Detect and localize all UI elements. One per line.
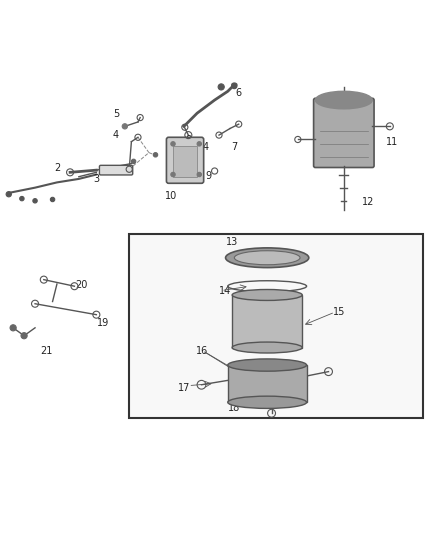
Circle shape [6, 191, 11, 197]
FancyBboxPatch shape [99, 165, 133, 175]
FancyBboxPatch shape [166, 138, 204, 183]
Text: 17: 17 [178, 383, 190, 393]
Circle shape [153, 152, 158, 157]
Bar [232, 295, 302, 348]
Text: 12: 12 [362, 197, 374, 207]
Text: 15: 15 [333, 307, 346, 317]
Bar [173, 146, 197, 177]
Text: 9: 9 [205, 171, 211, 181]
Text: 3: 3 [93, 174, 99, 184]
Text: 8: 8 [185, 135, 191, 146]
Circle shape [197, 172, 201, 177]
Circle shape [232, 84, 237, 88]
Ellipse shape [234, 251, 300, 265]
Circle shape [197, 142, 201, 146]
Ellipse shape [226, 248, 309, 268]
Circle shape [171, 172, 175, 177]
Text: 2: 2 [54, 163, 60, 173]
Text: 13: 13 [226, 237, 238, 247]
Circle shape [20, 197, 24, 201]
Circle shape [10, 325, 16, 331]
Bar [228, 365, 307, 402]
Text: 11: 11 [386, 136, 398, 147]
Circle shape [33, 199, 37, 203]
Circle shape [131, 159, 136, 164]
Text: 20: 20 [75, 280, 87, 290]
Text: 18: 18 [228, 402, 240, 413]
Text: 5: 5 [113, 109, 119, 119]
Circle shape [21, 333, 27, 339]
Text: 6: 6 [236, 88, 242, 99]
FancyBboxPatch shape [314, 98, 374, 167]
Bar [129, 233, 423, 418]
Text: 7: 7 [231, 142, 237, 152]
Circle shape [171, 142, 175, 146]
Text: 14: 14 [219, 286, 232, 296]
Ellipse shape [228, 359, 307, 371]
Ellipse shape [315, 91, 372, 109]
Circle shape [122, 124, 127, 129]
Ellipse shape [228, 396, 307, 408]
Text: 21: 21 [40, 345, 52, 356]
Circle shape [50, 197, 55, 201]
Text: 4: 4 [203, 142, 209, 152]
Ellipse shape [232, 342, 302, 353]
Ellipse shape [232, 289, 302, 301]
Text: 10: 10 [165, 190, 177, 200]
Circle shape [218, 84, 224, 90]
Text: 19: 19 [97, 318, 109, 328]
Text: 16: 16 [196, 345, 208, 356]
Text: 4: 4 [113, 130, 119, 140]
